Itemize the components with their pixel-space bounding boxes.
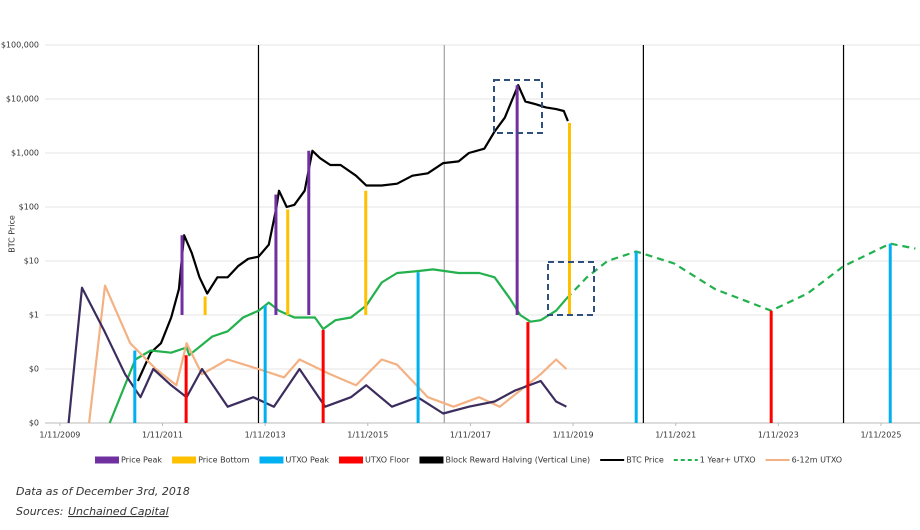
marker-bar [274,194,278,315]
legend-label: 6-12m UTXO [792,456,843,465]
series-line [136,84,569,382]
y-tick-label: $100,000 [1,41,39,50]
highlight-box [547,261,595,316]
legend-label: BTC Price [626,456,664,465]
marker-bar [203,296,207,315]
highlight-box [493,79,543,134]
y-axis-label: BTC Price [8,215,17,253]
marker-bar [286,209,290,315]
x-tick-label: 1/11/2011 [142,431,183,440]
marker-bar [263,305,267,423]
series-line [88,284,568,424]
x-tick-label: 1/11/2015 [347,431,388,440]
projection-line [565,242,916,312]
sources-link[interactable]: Unchained Capital [68,505,169,518]
x-tick-label: 1/11/2017 [450,431,491,440]
sources-label: Sources: [16,505,63,518]
x-tick-label: 1/11/2009 [39,431,80,440]
marker-bar [307,150,311,315]
marker-bar [184,355,188,423]
marker-bar [888,243,892,423]
x-tick-label: 1/11/2021 [655,431,696,440]
legend-label: UTXO Peak [285,456,329,465]
legend-swatch [339,456,364,464]
y-tick-label: $1,000 [11,149,39,158]
marker-bar [180,235,184,315]
marker-bar [364,190,368,315]
legend-swatch [95,456,119,464]
y-tick-label: $0 [29,419,39,428]
x-tick-label: 1/11/2019 [553,431,594,440]
legend-label: Price Peak [121,456,162,465]
x-tick-label: 1/11/2025 [860,431,901,440]
marker-bar [526,322,530,423]
legend-label: Price Bottom [198,456,250,465]
legend-swatch [419,456,444,464]
marker-bar [567,122,571,316]
marker-bar [515,85,519,315]
y-tick-label: $10 [24,257,39,266]
legend-swatch [259,456,284,464]
series-line [108,268,568,424]
legend-label: Block Reward Halving (Vertical Line) [445,456,590,465]
y-tick-label: $100 [19,203,39,212]
legend-label: UTXO Floor [365,456,410,465]
marker-bar [321,329,325,423]
legend-label: 1 Year+ UTXO [700,456,756,465]
y-tick-label: $1 [29,311,39,320]
marker-bar [769,310,773,423]
y-tick-label: $0 [29,365,39,374]
series-line [67,286,567,424]
marker-bar [133,350,137,423]
legend-swatch [172,456,197,464]
y-tick-label: $10,000 [6,95,39,104]
x-tick-label: 1/11/2013 [245,431,286,440]
x-tick-label: 1/11/2023 [758,431,799,440]
note: Data as of December 3rd, 2018 [16,485,190,498]
marker-bar [416,272,420,423]
marker-bar [634,251,638,423]
